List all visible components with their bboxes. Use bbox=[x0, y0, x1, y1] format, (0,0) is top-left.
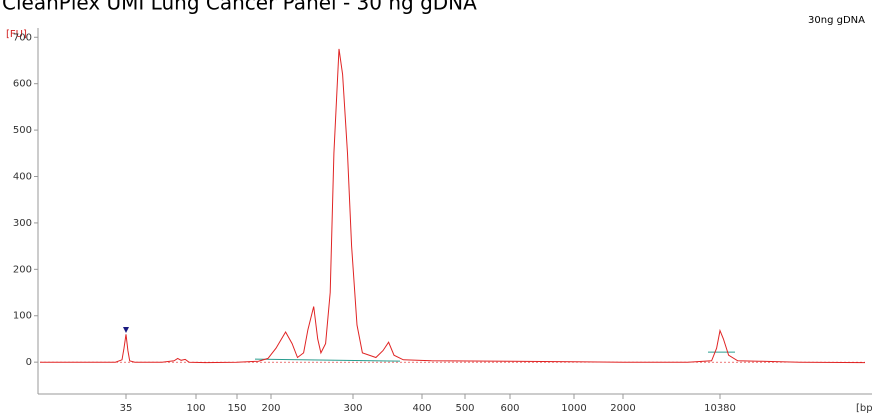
x-tick-label: 10380 bbox=[704, 403, 736, 414]
x-tick-label: 150 bbox=[227, 403, 246, 414]
trace bbox=[40, 48, 866, 364]
y-tick-label: 200 bbox=[13, 264, 32, 275]
y-tick-label: 700 bbox=[13, 32, 32, 43]
x-tick-label: 1000 bbox=[561, 403, 586, 414]
y-tick-label: 300 bbox=[13, 218, 32, 229]
region-baseline bbox=[254, 358, 401, 362]
x-tick-label: 35 bbox=[120, 403, 133, 414]
x-tick-label: 200 bbox=[261, 403, 280, 414]
x-tick-label: 500 bbox=[455, 403, 474, 414]
y-axis-label: [FU] bbox=[6, 29, 27, 40]
chart-title: CleanPlex UMI Lung Cancer Panel - 30 ng … bbox=[2, 0, 477, 15]
y-tick-label: 0 bbox=[26, 357, 32, 368]
x-tick-label: 400 bbox=[412, 403, 431, 414]
y-tick-label: 500 bbox=[13, 125, 32, 136]
y-tick-label: 100 bbox=[13, 311, 32, 322]
marker-triangle bbox=[123, 327, 129, 333]
y-tick-label: 600 bbox=[13, 79, 32, 90]
x-tick-label: 600 bbox=[500, 403, 519, 414]
x-tick-label: 100 bbox=[186, 403, 205, 414]
sample-label: 30ng gDNA bbox=[808, 15, 865, 26]
y-tick-label: 400 bbox=[13, 172, 32, 183]
x-tick-label: 300 bbox=[343, 403, 362, 414]
x-tick-label: 2000 bbox=[610, 403, 635, 414]
x-axis-label: [bp] bbox=[856, 403, 872, 414]
